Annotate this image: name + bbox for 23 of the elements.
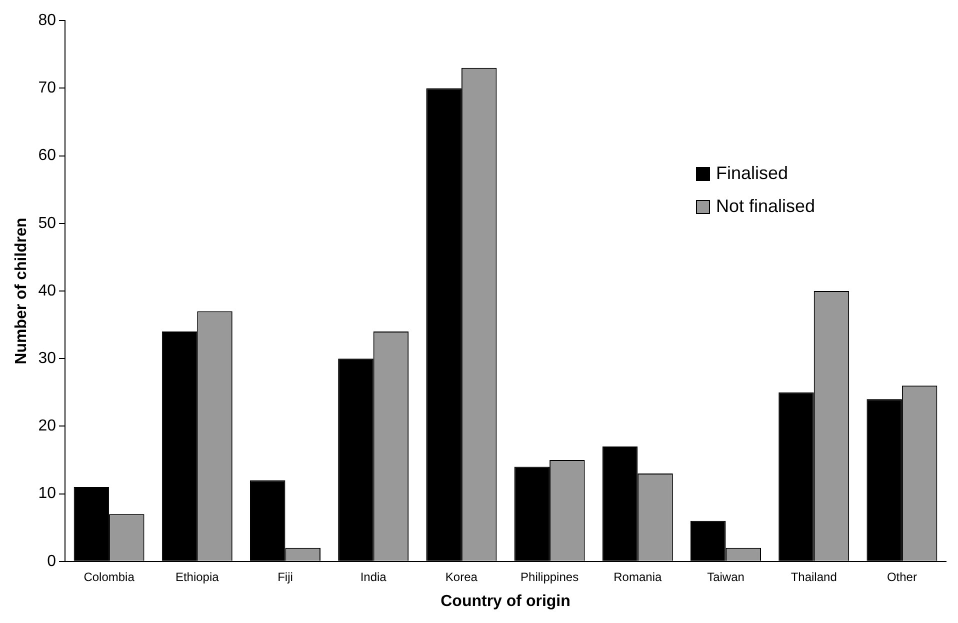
y-tick-label: 40 (38, 282, 56, 300)
x-axis-title: Country of origin (440, 592, 570, 610)
y-tick-label: 0 (47, 552, 56, 570)
y-tick-label: 60 (38, 147, 56, 164)
x-tick-label: Thailand (790, 570, 837, 584)
x-tick-label: Fiji (278, 570, 293, 584)
legend-label: Finalised (716, 163, 788, 184)
y-tick-label: 30 (38, 350, 56, 368)
y-tick-label: 80 (38, 12, 56, 30)
x-tick-label: India (360, 570, 387, 584)
y-axis-title: Number of children (13, 218, 30, 364)
x-tick-label: Romania (614, 570, 662, 584)
y-tick-label: 20 (38, 418, 56, 435)
y-tick-label: 10 (38, 485, 56, 502)
x-tick-label: Korea (445, 570, 478, 584)
x-tick-label: Other (886, 570, 917, 584)
x-tick-label: Ethiopia (175, 570, 220, 584)
y-tick-label: 70 (38, 80, 56, 97)
legend-label: Not finalised (716, 196, 816, 217)
x-tick-label: Colombia (84, 570, 135, 584)
x-tick-label: Philippines (520, 570, 579, 584)
x-tick-label: Taiwan (707, 570, 744, 584)
y-tick-label: 50 (38, 214, 56, 232)
